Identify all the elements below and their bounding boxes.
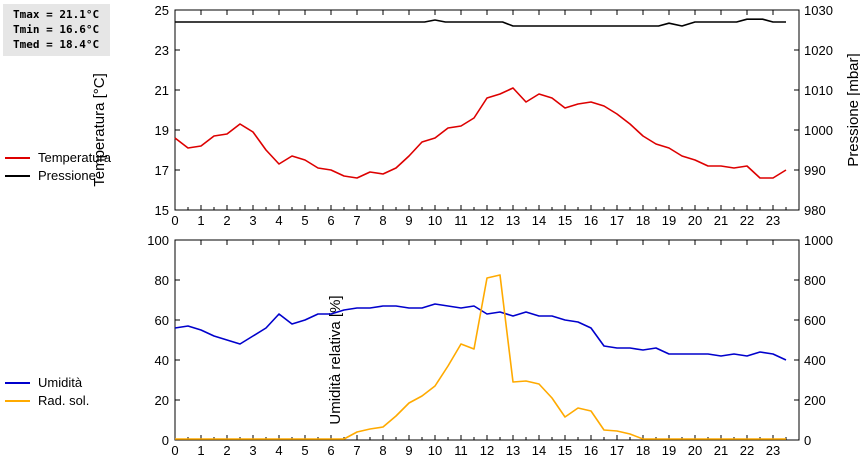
y-left-tick-label: 21 <box>155 83 169 98</box>
y-right-tick-label: 1030 <box>804 3 833 18</box>
x-tick-label: 7 <box>353 213 360 228</box>
y-right-tick-label: 1020 <box>804 43 833 58</box>
y-right-tick-label: 400 <box>804 353 826 368</box>
x-tick-label: 23 <box>766 213 780 228</box>
x-tick-label: 16 <box>584 443 598 458</box>
x-tick-label: 10 <box>428 443 442 458</box>
x-tick-label: 16 <box>584 213 598 228</box>
x-tick-label: 18 <box>636 213 650 228</box>
x-tick-label: 19 <box>662 443 676 458</box>
plot-frame <box>174 239 800 441</box>
y-left-tick-label: 25 <box>155 3 169 18</box>
tmin-text: Tmin = 16.6°C <box>13 23 100 36</box>
legend-label: Temperatura <box>38 150 112 165</box>
y-right-tick-label: 600 <box>804 313 826 328</box>
x-tick-label: 11 <box>454 443 468 458</box>
series-line-0 <box>174 87 787 179</box>
y-left-axis-label: Temperatura [°C] <box>91 73 108 187</box>
tmed-text: Tmed = 18.4°C <box>13 38 100 51</box>
x-tick-label: 10 <box>428 213 442 228</box>
x-tick-label: 5 <box>301 443 308 458</box>
x-tick-label: 17 <box>610 443 624 458</box>
x-tick-label: 14 <box>532 443 546 458</box>
y-right-axis-label: Pressione [mbar] <box>845 53 860 166</box>
x-tick-label: 12 <box>480 443 494 458</box>
y-left-tick-label: 0 <box>162 433 169 448</box>
x-tick-label: 17 <box>610 213 624 228</box>
y-left-tick-label: 19 <box>155 123 169 138</box>
x-tick-label: 22 <box>740 443 754 458</box>
x-tick-label: 8 <box>379 443 386 458</box>
series-line-3 <box>175 274 786 440</box>
tmax-text: Tmax = 21.1°C <box>13 8 100 21</box>
plot-frame <box>174 9 800 211</box>
x-tick-label: 19 <box>662 213 676 228</box>
x-tick-label: 15 <box>558 443 572 458</box>
x-tick-label: 5 <box>301 213 308 228</box>
x-tick-label: 11 <box>454 213 468 228</box>
x-tick-label: 4 <box>275 443 282 458</box>
x-tick-label: 13 <box>506 213 520 228</box>
x-tick-label: 1 <box>197 443 204 458</box>
x-tick-label: 21 <box>714 443 728 458</box>
x-tick-label: 18 <box>636 443 650 458</box>
x-tick-label: 2 <box>223 213 230 228</box>
legend-label: Rad. sol. <box>38 393 89 408</box>
y-left-tick-label: 20 <box>155 393 169 408</box>
y-left-tick-label: 23 <box>155 43 169 58</box>
x-tick-label: 0 <box>171 213 178 228</box>
x-tick-label: 1 <box>197 213 204 228</box>
x-tick-label: 15 <box>558 213 572 228</box>
x-tick-label: 3 <box>249 443 256 458</box>
y-right-tick-label: 1010 <box>804 83 833 98</box>
x-tick-label: 13 <box>506 443 520 458</box>
x-tick-label: 4 <box>275 213 282 228</box>
series-line-1 <box>175 18 786 27</box>
legend-label: Pressione <box>38 168 96 183</box>
y-right-tick-label: 1000 <box>804 233 833 248</box>
y-right-tick-label: 990 <box>804 163 826 178</box>
x-tick-label: 21 <box>714 213 728 228</box>
y-left-tick-label: 15 <box>155 203 169 218</box>
y-left-tick-label: 60 <box>155 313 169 328</box>
x-tick-label: 12 <box>480 213 494 228</box>
x-tick-label: 9 <box>405 213 412 228</box>
y-left-tick-label: 40 <box>155 353 169 368</box>
y-left-tick-label: 80 <box>155 273 169 288</box>
y-right-tick-label: 800 <box>804 273 826 288</box>
y-right-tick-label: 200 <box>804 393 826 408</box>
x-tick-label: 0 <box>171 443 178 458</box>
x-tick-label: 3 <box>249 213 256 228</box>
y-right-tick-label: 0 <box>804 433 811 448</box>
x-tick-label: 9 <box>405 443 412 458</box>
x-tick-label: 6 <box>327 443 334 458</box>
x-tick-label: 6 <box>327 213 334 228</box>
x-tick-label: 14 <box>532 213 546 228</box>
x-tick-label: 20 <box>688 213 702 228</box>
y-right-tick-label: 980 <box>804 203 826 218</box>
stats-box: Tmax = 21.1°C Tmin = 16.6°C Tmed = 18.4°… <box>3 4 110 56</box>
y-right-tick-label: 1000 <box>804 123 833 138</box>
x-tick-label: 20 <box>688 443 702 458</box>
y-left-tick-label: 100 <box>147 233 169 248</box>
x-tick-label: 22 <box>740 213 754 228</box>
y-left-axis-label: Umidità relativa [%] <box>327 295 344 424</box>
legend-label: Umidità <box>38 375 83 390</box>
x-tick-label: 2 <box>223 443 230 458</box>
y-left-tick-label: 17 <box>155 163 169 178</box>
x-tick-label: 23 <box>766 443 780 458</box>
x-tick-label: 8 <box>379 213 386 228</box>
x-tick-label: 7 <box>353 443 360 458</box>
